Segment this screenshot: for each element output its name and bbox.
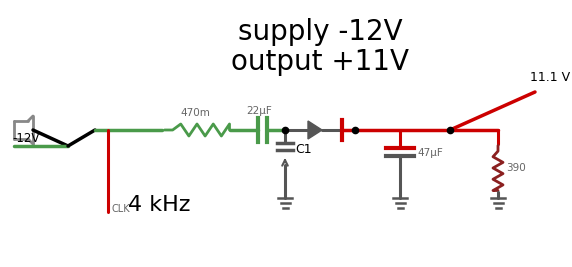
Text: 22μF: 22μF <box>246 106 272 116</box>
Text: 47μF: 47μF <box>417 148 443 158</box>
Text: CLK: CLK <box>111 204 130 214</box>
Text: 390: 390 <box>506 163 526 173</box>
Text: -12V: -12V <box>12 132 39 145</box>
Polygon shape <box>308 121 322 139</box>
Text: supply -12V: supply -12V <box>238 18 402 46</box>
Text: output +11V: output +11V <box>231 48 409 76</box>
Text: C1: C1 <box>295 143 312 156</box>
Text: 470m: 470m <box>180 108 210 118</box>
Text: 11.1 V: 11.1 V <box>530 71 570 84</box>
Text: 4 kHz: 4 kHz <box>128 195 190 215</box>
